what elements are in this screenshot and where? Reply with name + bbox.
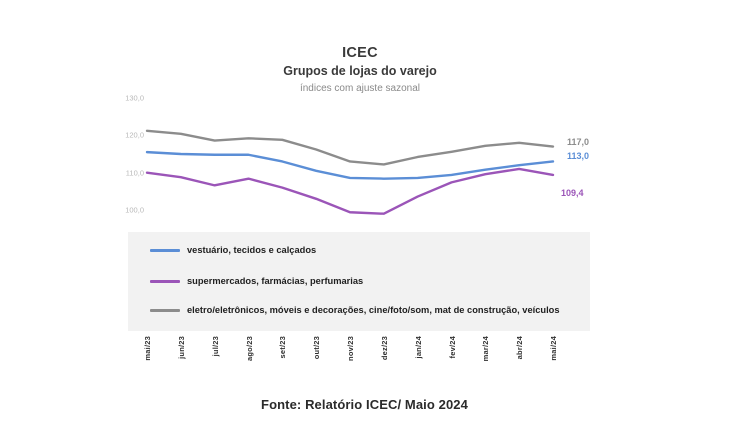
series-end-value-label: 117,0 <box>567 136 590 147</box>
chart-legend: vestuário, tecidos e calçados supermercad… <box>128 232 590 331</box>
x-axis-tick-label: dez/23 <box>379 336 389 361</box>
x-axis-tick-label: fev/24 <box>447 336 457 359</box>
legend-item[interactable]: vestuário, tecidos e calçados <box>150 244 316 257</box>
y-axis-tick-label: 100,0 <box>125 205 144 215</box>
chart-subsubtitle: índices com ajuste sazonal <box>299 83 421 95</box>
x-axis-tick-label: mar/24 <box>481 336 491 362</box>
x-axis-tick-label: jan/24 <box>413 336 423 359</box>
y-axis-tick-label: 130,0 <box>125 93 144 103</box>
x-axis-tick-label: nov/23 <box>346 336 355 361</box>
x-axis-tick-label: mai/24 <box>549 336 558 361</box>
series-end-value-label: 109,4 <box>561 187 584 198</box>
chart-title-block: ICEC Grupos de lojas do varejo índices c… <box>130 44 590 95</box>
x-axis-tick-label: out/23 <box>312 336 322 360</box>
x-axis-tick-label: set/23 <box>278 336 288 359</box>
y-axis-tick-label: 120,0 <box>125 130 144 140</box>
x-axis-tick-label: mai/23 <box>143 336 152 361</box>
y-axis-tick-label: 110,0 <box>125 168 144 178</box>
legend-label: vestuário, tecidos e calçados <box>187 245 317 255</box>
x-axis-tick-label: jun/23 <box>176 336 186 359</box>
series-line <box>145 129 555 166</box>
series-end-value-label: 113,0 <box>567 151 590 162</box>
source-note: Fonte: Relatório ICEC/ Maio 2024 <box>261 397 468 412</box>
x-axis-tick-label: ago/23 <box>244 336 254 361</box>
footer: Fonte: Relatório ICEC/ Maio 2024 <box>0 396 729 414</box>
legend-color-swatch <box>150 280 180 283</box>
series-line <box>145 167 555 215</box>
series-line <box>145 150 555 180</box>
chart-subtitle: Grupos de lojas do varejo <box>283 64 437 79</box>
legend-item[interactable]: supermercados, farmácias, perfumarias <box>150 275 363 288</box>
legend-color-swatch <box>150 309 180 312</box>
legend-item[interactable]: eletro/eletrônicos, móveis e decorações,… <box>150 304 560 317</box>
legend-color-swatch <box>150 249 180 252</box>
x-axis-tick-label: abr/24 <box>515 336 525 360</box>
x-axis-tick-label: jul/23 <box>210 336 220 357</box>
legend-label: supermercados, farmácias, perfumarias <box>187 276 364 286</box>
legend-label: eletro/eletrônicos, móveis e decorações,… <box>187 305 560 315</box>
chart-title: ICEC <box>342 45 378 61</box>
